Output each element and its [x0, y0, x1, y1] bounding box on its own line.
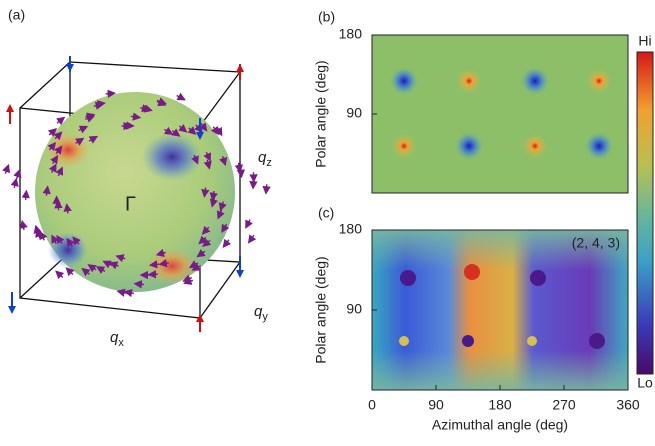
- y-tick-label: 180: [339, 26, 363, 42]
- spin-arrow: [57, 118, 64, 123]
- spin-arrow: [14, 179, 16, 188]
- spin-arrow: [41, 232, 45, 240]
- y-tick-label: 90: [346, 301, 362, 317]
- panel-label: (b): [318, 9, 335, 25]
- y-axis-label: Polar angle (deg): [313, 256, 329, 363]
- figure: (a) Γ qx qy qz (b) Polar angle (deg) (c)…: [0, 0, 655, 441]
- gamma-label: Γ: [125, 193, 136, 215]
- spin-arrow: [5, 165, 8, 173]
- axis-label: qx: [110, 329, 124, 349]
- spin-arrow: [223, 240, 229, 247]
- heatmap-shading: [372, 230, 628, 390]
- spin-arrow: [177, 95, 185, 99]
- panel-label: (a): [8, 7, 25, 23]
- colorbar: [637, 52, 653, 374]
- spin-arrow: [135, 284, 144, 285]
- colorbar-min: Lo: [637, 375, 653, 391]
- spin-arrow: [249, 235, 254, 242]
- spin-arrow: [17, 170, 20, 179]
- spin-arrow: [241, 168, 242, 177]
- x-axis-label: Azimuthal angle (deg): [432, 417, 568, 433]
- axis-label: qy: [254, 303, 268, 323]
- spin-arrow: [58, 201, 59, 210]
- x-tick-label: 90: [428, 397, 444, 413]
- spin-arrow: [26, 191, 27, 200]
- heatmap: [372, 35, 628, 193]
- x-tick-label: 0: [368, 397, 376, 413]
- panel-label: (c): [318, 205, 334, 221]
- axis-label: qz: [258, 149, 272, 169]
- spin-arrow: [56, 271, 63, 277]
- y-tick-label: 90: [346, 105, 362, 121]
- x-tick-label: 360: [616, 397, 640, 413]
- spin-arrow: [266, 184, 267, 193]
- y-axis-label: Polar angle (deg): [313, 60, 329, 167]
- annotation: (2, 4, 3): [572, 235, 620, 251]
- y-tick-label: 180: [339, 221, 363, 237]
- spin-arrow: [246, 220, 250, 228]
- spin-arrow: [22, 221, 24, 230]
- spin-arrow: [106, 93, 115, 94]
- x-tick-label: 180: [488, 397, 512, 413]
- x-tick-label: 270: [552, 397, 576, 413]
- colorbar-max: Hi: [638, 33, 651, 49]
